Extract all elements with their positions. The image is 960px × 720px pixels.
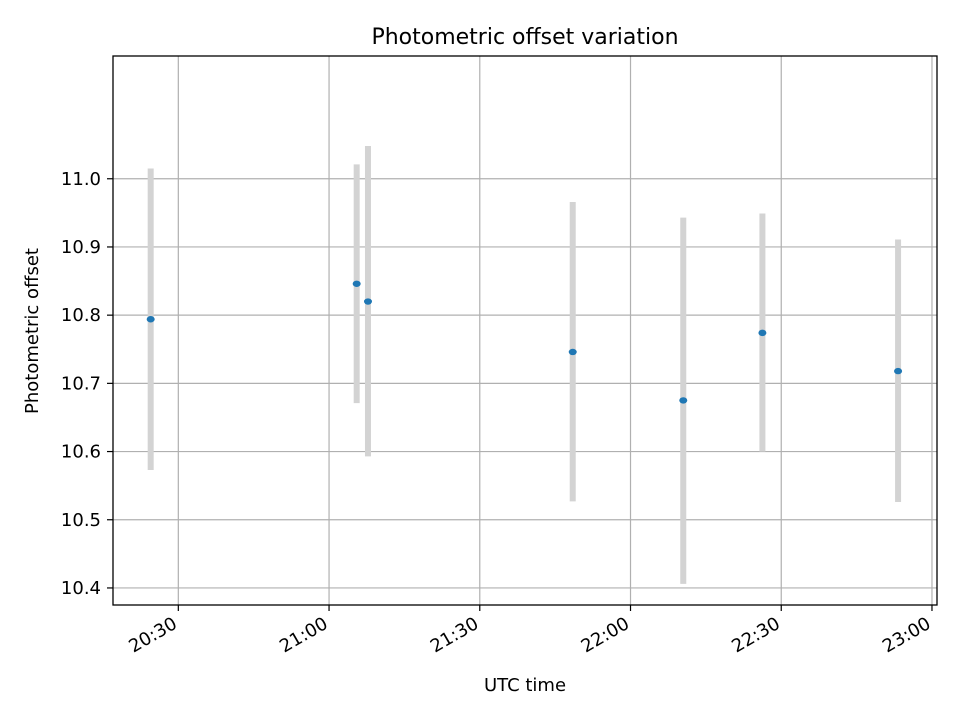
data-point [758, 329, 767, 337]
x-axis-ticks: 20:30 21:00 21:30 22:00 22:30 23:00 [125, 605, 934, 657]
grid [113, 56, 937, 605]
x-tick-label: 22:00 [578, 613, 633, 657]
y-tick-label: 10.7 [61, 373, 101, 394]
y-tick-label: 10.4 [61, 578, 101, 599]
x-tick-label: 23:00 [879, 613, 934, 657]
plot-frame [112, 55, 938, 606]
x-axis-label: UTC time [484, 675, 566, 696]
data-points [146, 280, 903, 404]
y-tick-label: 10.9 [61, 237, 101, 258]
y-tick-label: 10.6 [61, 442, 101, 463]
y-tick-label: 10.5 [61, 510, 101, 531]
y-tick-label: 10.8 [61, 305, 101, 326]
y-axis-label: Photometric offset [22, 248, 43, 414]
error-bars [147, 146, 902, 584]
y-tick-label: 11.0 [61, 169, 101, 190]
x-tick-label: 22:30 [728, 613, 783, 657]
data-point [679, 397, 688, 404]
data-point [363, 298, 372, 305]
y-axis-ticks: 10.4 10.5 10.6 10.7 10.8 10.9 11.0 [61, 169, 113, 599]
data-point [352, 280, 361, 287]
data-point [146, 316, 155, 323]
x-tick-label: 20:30 [125, 613, 180, 657]
x-tick-label: 21:00 [276, 613, 331, 657]
data-point [568, 348, 577, 356]
x-tick-label: 21:30 [427, 613, 482, 657]
data-point [894, 367, 903, 375]
chart-title: Photometric offset variation [371, 25, 678, 50]
